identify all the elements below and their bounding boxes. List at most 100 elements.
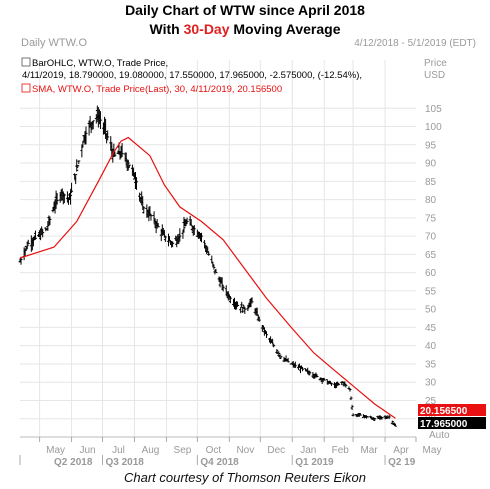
ohlc-bar	[135, 177, 139, 190]
x-tick-label: Jul	[112, 445, 125, 456]
x-tick-label: Aug	[142, 445, 160, 456]
ohlc-bar	[387, 414, 391, 420]
x-tick-label: May	[423, 445, 442, 456]
ohlc-bar	[257, 316, 261, 322]
price-value-tag-text: 17.965000	[420, 419, 468, 430]
quarter-label: Q3 2018	[106, 457, 145, 468]
ohlc-bar	[134, 171, 137, 190]
x-tick-label: Sep	[174, 445, 192, 456]
ohlc-bars	[18, 105, 397, 427]
ohlc-bar	[380, 416, 384, 420]
y-tick-label: 70	[425, 232, 437, 243]
legend-ohlc-line2: 4/11/2019, 18.790000, 19.080000, 17.5500…	[22, 70, 362, 81]
ohlc-bar	[156, 222, 160, 228]
x-tick-label: Mar	[360, 445, 378, 456]
ohlc-bar	[293, 361, 297, 369]
subtitle-prefix: With	[149, 21, 184, 37]
y-tick-label: 25	[425, 396, 437, 407]
chart-caption: Chart courtesy of Thomson Reuters Eikon	[123, 470, 367, 485]
subtitle-suffix: Moving Average	[229, 21, 341, 37]
ohlc-bar	[350, 404, 354, 410]
y-tick-label: 65	[425, 250, 437, 261]
ohlc-bar	[98, 111, 102, 129]
y-tick-label: 30	[425, 378, 437, 389]
ohlc-bar	[178, 228, 182, 242]
x-tick-label: Jan	[300, 445, 316, 456]
ohlc-bar	[70, 182, 74, 193]
ohlc-bar	[351, 413, 355, 417]
ohlc-bar	[200, 232, 203, 243]
x-tick-label: Feb	[332, 445, 350, 456]
ohlc-bar	[308, 370, 312, 376]
ohlc-bar	[348, 388, 352, 392]
price-axis-label: Price	[424, 58, 447, 69]
ohlc-bar	[337, 382, 341, 386]
ohlc-bar	[315, 374, 319, 378]
subtitle-highlight: 30-Day	[183, 21, 230, 37]
x-tick-label: May	[46, 445, 65, 456]
y-tick-label: 80	[425, 195, 437, 206]
ohlc-bar	[76, 165, 80, 169]
chart-title: Daily Chart of WTW since April 2018	[125, 2, 365, 18]
ohlc-bar	[393, 423, 397, 427]
ohlc-bar	[243, 306, 247, 314]
ohlc-bar	[250, 297, 254, 303]
ohlc-bar	[236, 301, 240, 307]
y-tick-label: 45	[425, 323, 437, 334]
ohlc-bar	[349, 396, 353, 401]
ohlc-bar	[48, 216, 52, 226]
ohlc-bar	[185, 217, 189, 224]
x-tick-label: Dec	[267, 445, 285, 456]
ohlc-bar	[275, 349, 279, 354]
y-tick-label: 50	[425, 305, 437, 316]
ohlc-bar	[276, 351, 280, 354]
quarter-label: Q4 2018	[200, 457, 239, 468]
y-tick-label: 85	[425, 177, 437, 188]
y-tick-label: 40	[425, 341, 437, 352]
ohlc-bar	[366, 416, 370, 418]
ohlc-bar	[228, 296, 232, 304]
ohlc-bar	[74, 174, 78, 185]
currency-label: USD	[424, 70, 445, 81]
ohlc-bar	[212, 264, 216, 270]
chart-header-left: Daily WTW.O	[21, 37, 87, 49]
gridlines	[20, 60, 416, 438]
ohlc-bar	[77, 160, 81, 165]
quarter-label: Q1 2019	[295, 457, 334, 468]
price-value-tag	[418, 417, 486, 429]
ohlc-bar	[207, 251, 211, 256]
ohlc-bar	[163, 236, 167, 242]
quarter-label: Q2 2018	[54, 457, 93, 468]
ohlc-bar	[61, 191, 65, 205]
quarter-label: Q2 19	[388, 457, 416, 468]
auto-scale-label: Auto	[429, 430, 450, 441]
legend-sma: SMA, WTW.O, Trade Price(Last), 30, 4/11/…	[32, 84, 282, 95]
quarter-ticks: Q2 2018 Q3 2018 Q4 2018 Q1 2019 Q2 19	[19, 455, 416, 468]
y-tick-label: 90	[425, 159, 437, 170]
ohlc-bar	[126, 159, 130, 171]
ohlc-bar	[279, 356, 283, 359]
ohlc-bar	[41, 228, 45, 238]
ohlc-bar	[124, 152, 128, 166]
ohlc-bar	[26, 239, 30, 245]
price-chart: Daily WTW.O 4/12/2018 - 5/1/2019 (EDT) B…	[18, 37, 486, 468]
ohlc-bar	[221, 285, 225, 292]
ohlc-bar	[106, 130, 110, 141]
ohlc-bar	[286, 357, 290, 363]
ohlc-bar	[142, 206, 146, 214]
ohlc-bar	[335, 381, 339, 388]
ohlc-bar	[373, 418, 377, 421]
ohlc-bar	[264, 331, 268, 338]
sma-line	[19, 136, 396, 419]
ohlc-bar	[214, 268, 218, 274]
y-tick-label: 100	[425, 122, 442, 133]
ohlc-bar	[206, 246, 210, 253]
x-axis-ticks: May Jun Jul Aug Sep Oct Nov Dec Jan Feb Mar Apr May	[39, 437, 442, 456]
ohlc-bar	[189, 219, 193, 227]
ohlc-legend-icon	[21, 57, 31, 67]
ohlc-bar	[138, 192, 142, 202]
ohlc-bar	[81, 140, 85, 148]
ohlc-bar	[322, 377, 326, 381]
x-tick-label: Apr	[393, 445, 409, 456]
y-tick-label: 55	[425, 286, 437, 297]
